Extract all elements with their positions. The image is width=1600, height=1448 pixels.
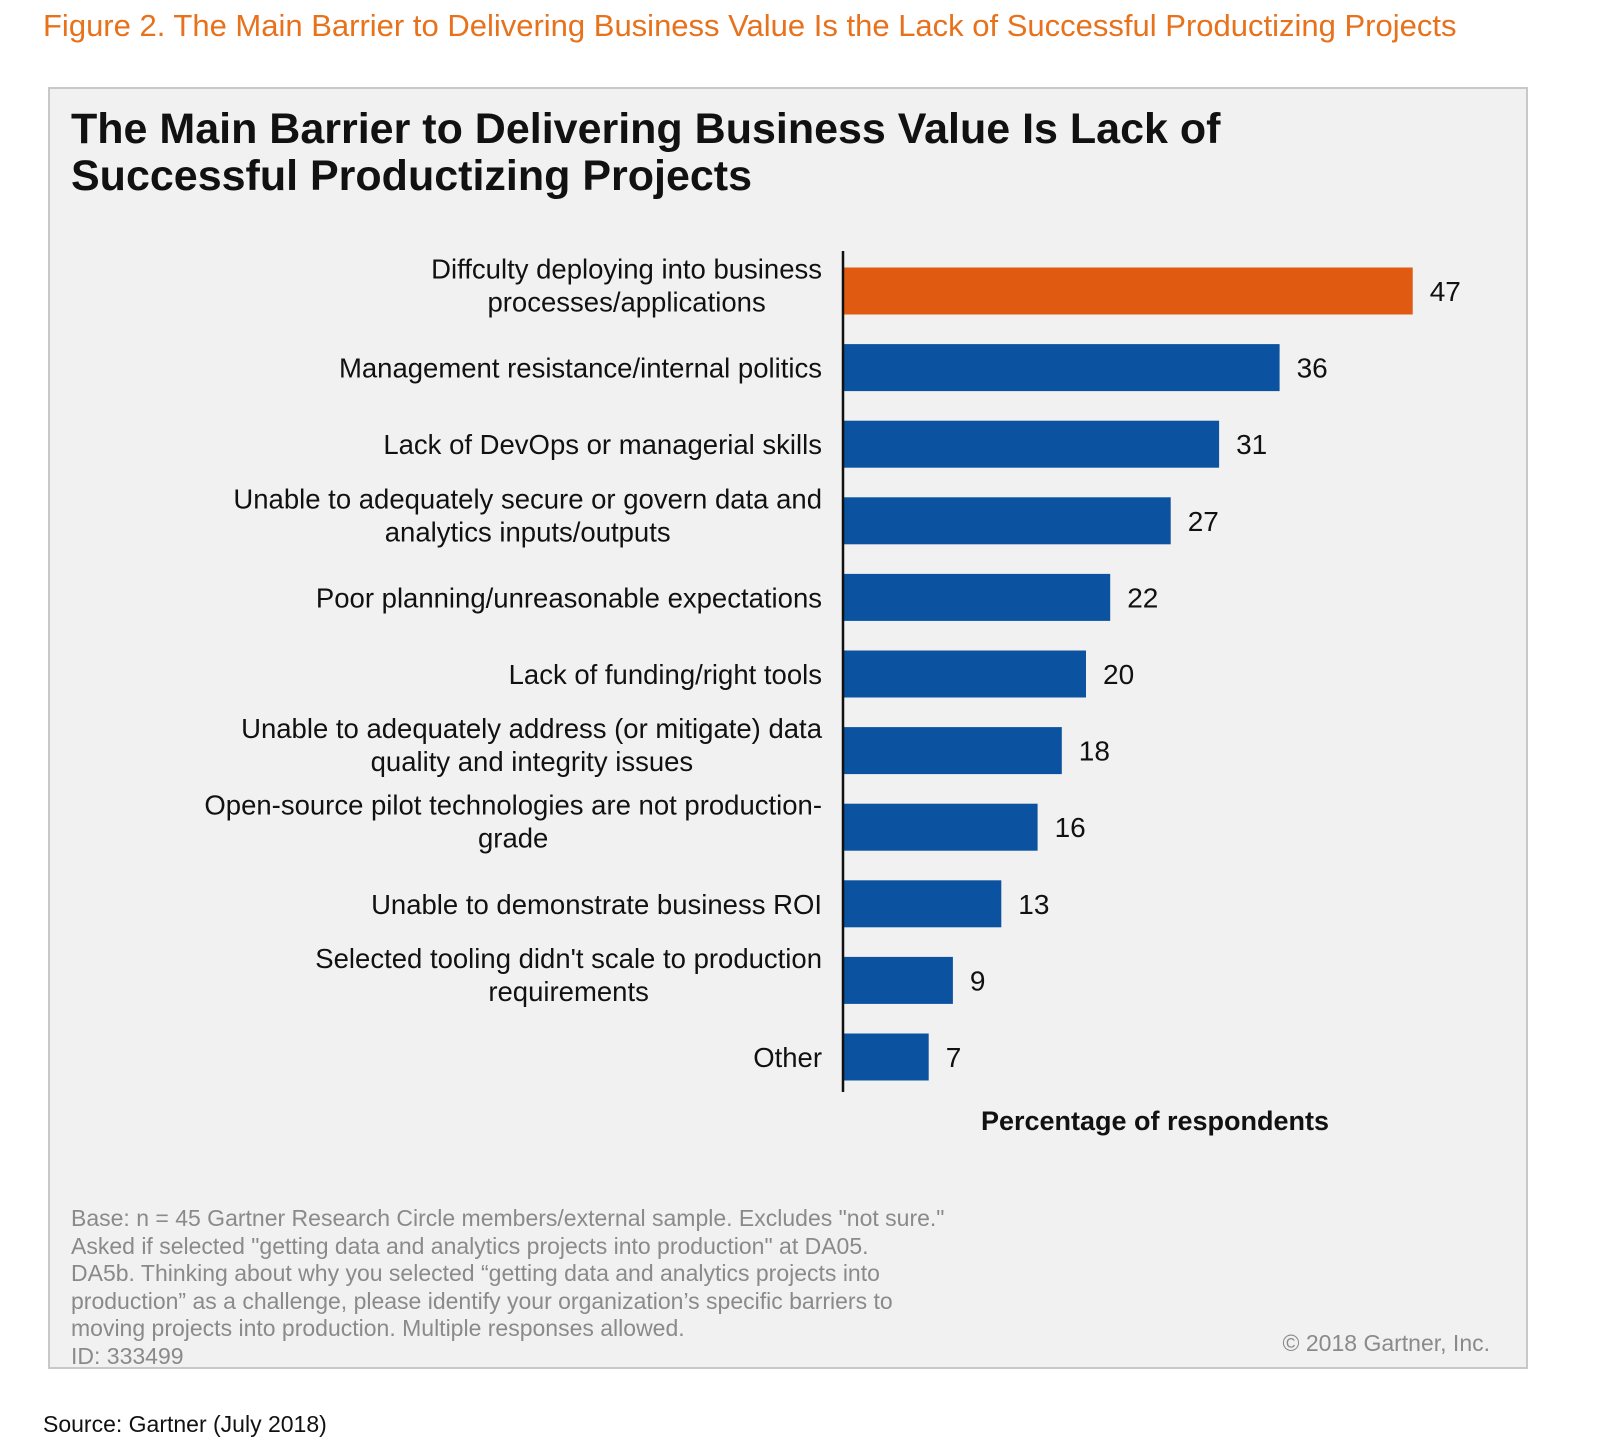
- category-label: Selected tooling didn't scale to product…: [315, 943, 822, 974]
- bar: [844, 497, 1171, 545]
- category-label: Unable to adequately secure or govern da…: [233, 483, 822, 514]
- bar-value-label: 27: [1188, 506, 1219, 537]
- category-label: processes/applications: [487, 287, 765, 318]
- bar: [844, 420, 1220, 468]
- category-label: grade: [478, 823, 548, 854]
- category-label: Management resistance/internal politics: [339, 353, 822, 384]
- bar-value-label: 31: [1236, 429, 1267, 460]
- source-line: Source: Gartner (July 2018): [43, 1411, 327, 1437]
- footnote-line: DA5b. Thinking about why you selected “g…: [71, 1260, 880, 1286]
- bar-value-label: 47: [1430, 276, 1461, 307]
- figure-caption: Figure 2. The Main Barrier to Delivering…: [43, 8, 1457, 43]
- bar-value-label: 20: [1103, 659, 1134, 690]
- bar-value-label: 7: [946, 1042, 962, 1073]
- bar: [844, 573, 1111, 621]
- chart-title-line-1: The Main Barrier to Delivering Business …: [71, 105, 1221, 153]
- x-axis-label: Percentage of respondents: [981, 1106, 1329, 1136]
- footnote-line: production” as a challenge, please ident…: [71, 1287, 893, 1314]
- footnote-line: moving projects into production. Multipl…: [71, 1315, 685, 1341]
- category-label: Diffculty deploying into business: [431, 254, 822, 285]
- chart-title-line-2: Successful Productizing Projects: [71, 152, 753, 200]
- category-label: analytics inputs/outputs: [385, 516, 671, 547]
- category-label: Lack of funding/right tools: [509, 659, 822, 690]
- category-label: quality and integrity issues: [371, 746, 694, 777]
- bars-layer: [844, 267, 1413, 1081]
- footnote-id: ID: 333499: [71, 1342, 184, 1369]
- bar-value-label: 18: [1079, 736, 1110, 767]
- category-label: Other: [753, 1042, 822, 1073]
- chart-title: The Main Barrier to Delivering Business …: [71, 106, 1371, 200]
- bar: [844, 650, 1086, 698]
- category-label: Open-source pilot technologies are not p…: [204, 790, 822, 821]
- bar-value-label: 13: [1018, 889, 1049, 920]
- bar: [844, 1033, 929, 1081]
- footnote: Base: n = 45 Gartner Research Circle mem…: [71, 1205, 1121, 1370]
- bar: [844, 803, 1038, 851]
- category-label: Poor planning/unreasonable expectations: [316, 582, 822, 613]
- bar-value-label: 9: [970, 965, 986, 996]
- bar: [844, 267, 1413, 315]
- category-labels-layer: Diffculty deploying into businessprocess…: [204, 254, 822, 1074]
- footnote-line: Base: n = 45 Gartner Research Circle mem…: [71, 1205, 945, 1231]
- bar: [844, 956, 953, 1004]
- category-label: Unable to adequately address (or mitigat…: [241, 713, 823, 744]
- bar-value-label: 36: [1297, 353, 1328, 384]
- category-label: Unable to demonstrate business ROI: [371, 889, 822, 920]
- value-labels-layer: 47 36 31 27 22 20 18 16 13 9 7: [946, 276, 1461, 1073]
- bar: [844, 880, 1002, 928]
- bar: [844, 727, 1062, 775]
- bar-value-label: 22: [1127, 582, 1158, 613]
- category-label: requirements: [488, 976, 649, 1007]
- footnote-line: Asked if selected "getting data and anal…: [71, 1232, 869, 1259]
- category-label: Lack of DevOps or managerial skills: [383, 429, 822, 460]
- bar: [844, 344, 1280, 392]
- copyright-notice: © 2018 Gartner, Inc.: [1282, 1330, 1490, 1356]
- bar-value-label: 16: [1055, 812, 1086, 843]
